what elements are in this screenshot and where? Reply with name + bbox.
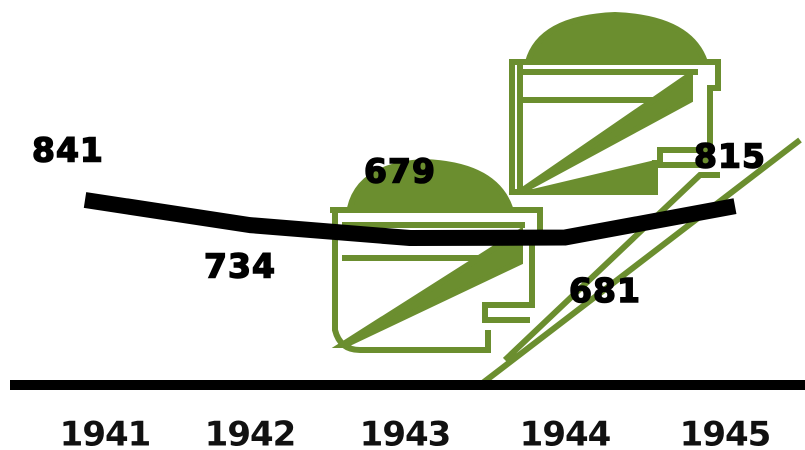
x-tick-label: 1941 (60, 415, 151, 450)
x-tick-label: 1943 (360, 415, 451, 450)
jar-body (518, 69, 693, 195)
data-label: 841 (32, 131, 104, 170)
x-tick-label: 1944 (520, 415, 611, 450)
data-label: 679 (364, 152, 436, 191)
jar-lid (524, 11, 710, 65)
line (83, 192, 737, 246)
x-tick-label: 1945 (680, 415, 771, 450)
data-label: 815 (694, 137, 766, 176)
jar-side (509, 59, 523, 195)
x-tick-label: 1942 (205, 415, 296, 450)
jar-outline (330, 207, 543, 323)
jar-lid (346, 158, 515, 211)
stair-line (478, 137, 802, 388)
data-label: 734 (204, 247, 276, 286)
decoration (330, 11, 802, 388)
jar-outline (512, 59, 721, 168)
jar-body (331, 226, 523, 348)
data-label: 681 (569, 271, 641, 310)
